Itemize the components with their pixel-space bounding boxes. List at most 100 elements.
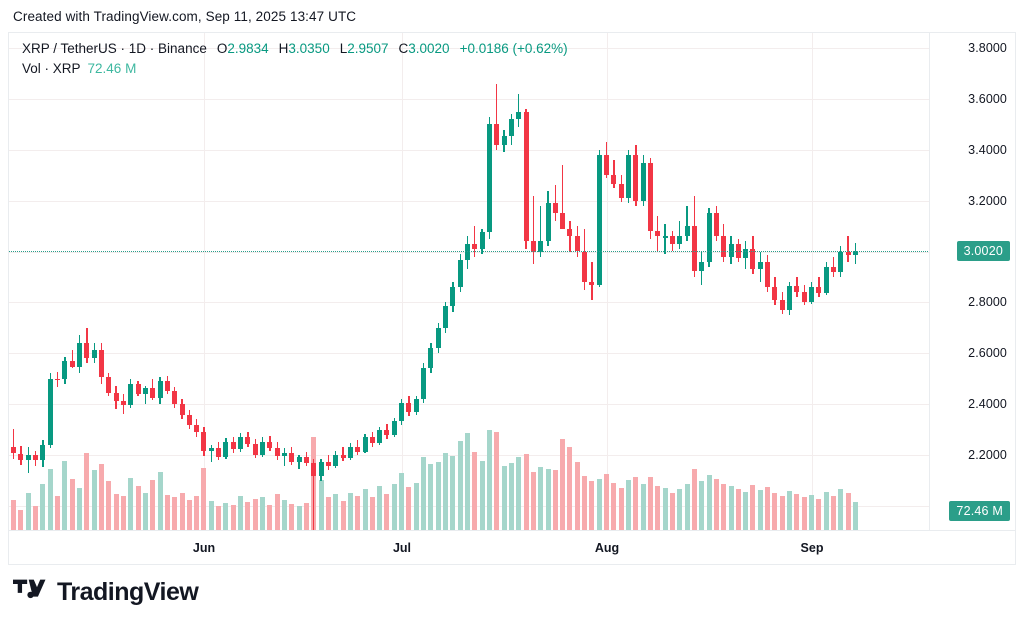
volume-bar [640, 483, 646, 531]
volume-bar [479, 460, 485, 531]
price-tick-label: 3.8000 [968, 41, 1007, 56]
candle-wick [554, 185, 556, 221]
volume-bar [801, 497, 807, 531]
last-price-line [9, 251, 930, 252]
time-axis[interactable]: Jun Jul Aug Sep [9, 530, 1015, 564]
volume-bar [589, 480, 595, 531]
volume-bar [486, 430, 492, 531]
volume-bar [369, 496, 375, 531]
volume-bar [545, 468, 551, 531]
volume-bar [684, 483, 690, 531]
volume-bar [296, 506, 302, 531]
candle-wick [847, 236, 849, 262]
volume-bar [77, 487, 83, 531]
vertical-gridline [204, 33, 205, 531]
volume-bar [787, 491, 793, 531]
price-tick-label: 2.2000 [968, 447, 1007, 462]
volume-bar [706, 475, 712, 531]
candle-wick [532, 195, 535, 265]
volume-bar [230, 505, 236, 531]
candle-body [223, 442, 229, 457]
candle-body [465, 243, 470, 261]
candle-body [238, 437, 244, 450]
candle-body [135, 384, 141, 394]
volume-bar [11, 499, 17, 531]
volume-bar [648, 477, 653, 531]
volume-bar [179, 492, 185, 531]
candle-body [472, 243, 478, 249]
volume-bar [120, 495, 126, 531]
candle-body [772, 287, 778, 301]
volume-bar [779, 495, 785, 531]
candle-body [91, 350, 97, 358]
candle-body [486, 124, 492, 233]
candle-body [589, 282, 595, 285]
volume-bar [245, 502, 251, 531]
volume-bar [757, 490, 763, 531]
candle-wick [313, 458, 315, 531]
volume-bar [62, 460, 68, 531]
candle-body [274, 447, 280, 456]
volume-bar [852, 502, 858, 531]
candle-body [399, 402, 405, 422]
volume-bar [516, 456, 522, 531]
price-tick-label: 3.6000 [968, 92, 1007, 107]
candle-body [713, 213, 719, 237]
candle-body [369, 437, 375, 444]
time-tick-label: Aug [594, 541, 620, 555]
candle-body [662, 236, 668, 238]
vertical-gridline [402, 33, 403, 531]
candle-body [691, 226, 697, 271]
candle-body [831, 266, 836, 273]
volume-bar [260, 496, 266, 531]
volume-badge[interactable]: 72.46 M [949, 501, 1010, 521]
volume-bar [252, 499, 258, 531]
candle-body [794, 285, 800, 293]
volume-bar [194, 495, 200, 531]
candle-body [347, 446, 353, 458]
candle-body [99, 350, 104, 378]
volume-bar [435, 462, 441, 531]
candle-body [435, 327, 441, 349]
candle-body [362, 437, 368, 452]
candle-wick [518, 93, 520, 127]
tradingview-footer: TradingView [13, 578, 199, 607]
tradingview-logo-icon [13, 579, 47, 606]
volume-bar [267, 504, 273, 531]
volume-bar [633, 476, 639, 531]
chart-plot-area[interactable] [9, 33, 930, 531]
volume-bar [18, 510, 24, 531]
volume-bar [40, 483, 46, 531]
candle-wick [342, 447, 344, 462]
volume-bar [611, 483, 617, 531]
candle-wick [679, 221, 681, 249]
volume-bar [223, 503, 229, 531]
candle-wick [832, 256, 835, 277]
volume-bar [428, 463, 434, 531]
volume-bar [325, 497, 331, 531]
candle-body [77, 342, 83, 368]
candle-body [838, 251, 844, 273]
candle-body [655, 231, 661, 237]
price-axis[interactable]: 3.80003.60003.40003.20003.00002.80002.60… [929, 33, 1015, 531]
candle-wick [591, 261, 593, 300]
candle-body [142, 388, 148, 394]
volume-bar [289, 503, 295, 531]
candle-body [391, 421, 397, 435]
candle-body [648, 162, 653, 232]
candle-wick [818, 276, 820, 298]
volume-bar [216, 506, 222, 531]
volume-bar [721, 483, 727, 531]
candle-body [282, 452, 287, 456]
volume-bar [530, 471, 536, 531]
candle-body [494, 124, 500, 145]
volume-bar [567, 447, 573, 531]
volume-bar [172, 497, 178, 531]
last-price-badge[interactable]: 3.0020 [956, 241, 1010, 261]
horizontal-gridline [9, 99, 930, 101]
volume-bar [340, 501, 346, 531]
candle-body [757, 261, 763, 270]
candle-body [816, 287, 822, 293]
candle-body [530, 241, 536, 252]
